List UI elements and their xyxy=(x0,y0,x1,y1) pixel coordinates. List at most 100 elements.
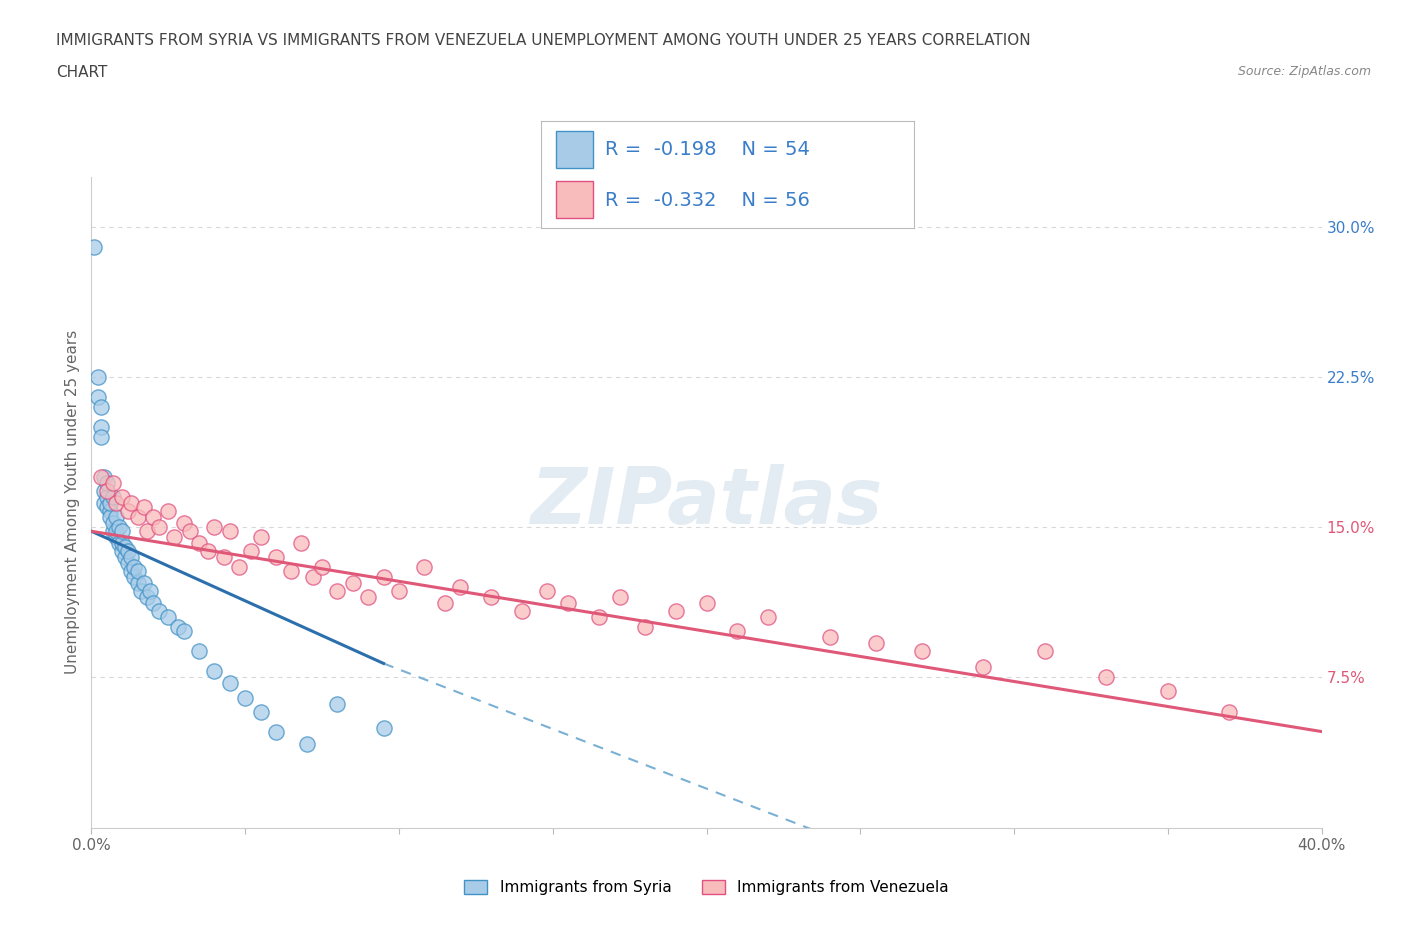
Point xyxy=(188,644,211,658)
Point xyxy=(634,620,657,635)
Point xyxy=(93,496,115,511)
Point xyxy=(295,737,318,751)
Point xyxy=(388,584,411,599)
Y-axis label: Unemployment Among Youth under 25 years: Unemployment Among Youth under 25 years xyxy=(65,330,80,674)
Point xyxy=(96,499,118,514)
Point xyxy=(127,510,149,525)
Point xyxy=(280,564,302,578)
Point xyxy=(818,630,841,644)
Point xyxy=(179,524,201,538)
Point xyxy=(117,556,139,571)
Point xyxy=(290,536,312,551)
Text: ZIPatlas: ZIPatlas xyxy=(530,464,883,540)
Point xyxy=(557,596,579,611)
Point xyxy=(218,676,240,691)
Point xyxy=(96,476,118,491)
Point xyxy=(139,584,162,599)
Point xyxy=(114,539,136,554)
Point xyxy=(135,590,157,604)
Point xyxy=(86,390,108,405)
Point xyxy=(120,550,142,565)
Point xyxy=(132,576,155,591)
Point xyxy=(90,400,112,415)
Point xyxy=(105,530,127,545)
Point xyxy=(108,536,131,551)
Point xyxy=(101,476,124,491)
Point xyxy=(111,544,134,559)
Point xyxy=(111,524,134,538)
Point xyxy=(157,504,180,519)
Point xyxy=(111,490,134,505)
Point xyxy=(120,564,142,578)
Point xyxy=(124,570,146,585)
Point xyxy=(101,490,124,505)
Point xyxy=(129,584,152,599)
Point xyxy=(105,524,127,538)
Point xyxy=(142,596,165,611)
Point xyxy=(609,590,631,604)
Point xyxy=(127,564,149,578)
Point xyxy=(83,239,105,254)
Point xyxy=(972,660,994,675)
Legend: Immigrants from Syria, Immigrants from Venezuela: Immigrants from Syria, Immigrants from V… xyxy=(458,874,955,901)
Point xyxy=(696,596,718,611)
Point xyxy=(202,664,225,679)
Point xyxy=(233,690,256,705)
Text: IMMIGRANTS FROM SYRIA VS IMMIGRANTS FROM VENEZUELA UNEMPLOYMENT AMONG YOUTH UNDE: IMMIGRANTS FROM SYRIA VS IMMIGRANTS FROM… xyxy=(56,33,1031,47)
Point xyxy=(249,704,271,719)
Point xyxy=(373,570,395,585)
Point xyxy=(135,524,157,538)
Point xyxy=(166,620,188,635)
Bar xyxy=(557,180,593,219)
Text: R =  -0.198    N = 54: R = -0.198 N = 54 xyxy=(605,140,810,159)
Point xyxy=(1218,704,1240,719)
Point xyxy=(536,584,558,599)
Point xyxy=(124,560,146,575)
Point xyxy=(212,550,235,565)
Point xyxy=(114,550,136,565)
Point xyxy=(111,536,134,551)
Text: CHART: CHART xyxy=(56,65,108,80)
Point xyxy=(105,510,127,525)
Point xyxy=(86,369,108,384)
Point xyxy=(163,530,186,545)
Point xyxy=(357,590,380,604)
Point xyxy=(264,550,287,565)
Point xyxy=(249,530,271,545)
Point xyxy=(98,510,121,525)
Point xyxy=(1033,644,1056,658)
Point xyxy=(132,499,155,514)
Point xyxy=(911,644,934,658)
Point xyxy=(148,520,170,535)
Point xyxy=(449,580,471,595)
Point xyxy=(108,520,131,535)
Point xyxy=(1157,684,1180,699)
Point xyxy=(1095,670,1118,684)
Point xyxy=(264,724,287,739)
Point xyxy=(326,584,349,599)
Point xyxy=(90,419,112,434)
Point xyxy=(342,576,364,591)
Point xyxy=(173,516,195,531)
Point xyxy=(197,544,219,559)
Point xyxy=(117,544,139,559)
Point xyxy=(98,496,121,511)
Point xyxy=(96,484,118,498)
Point xyxy=(311,560,333,575)
Point xyxy=(173,624,195,639)
Point xyxy=(218,524,240,538)
Point xyxy=(120,496,142,511)
Point xyxy=(98,504,121,519)
Point xyxy=(157,610,180,625)
Point xyxy=(101,516,124,531)
Point xyxy=(96,490,118,505)
Point xyxy=(228,560,250,575)
Point xyxy=(101,524,124,538)
Point xyxy=(93,470,115,485)
Text: R =  -0.332    N = 56: R = -0.332 N = 56 xyxy=(605,191,810,209)
Text: Source: ZipAtlas.com: Source: ZipAtlas.com xyxy=(1237,65,1371,78)
Point xyxy=(479,590,502,604)
Point xyxy=(202,520,225,535)
Point xyxy=(412,560,434,575)
Point xyxy=(240,544,263,559)
